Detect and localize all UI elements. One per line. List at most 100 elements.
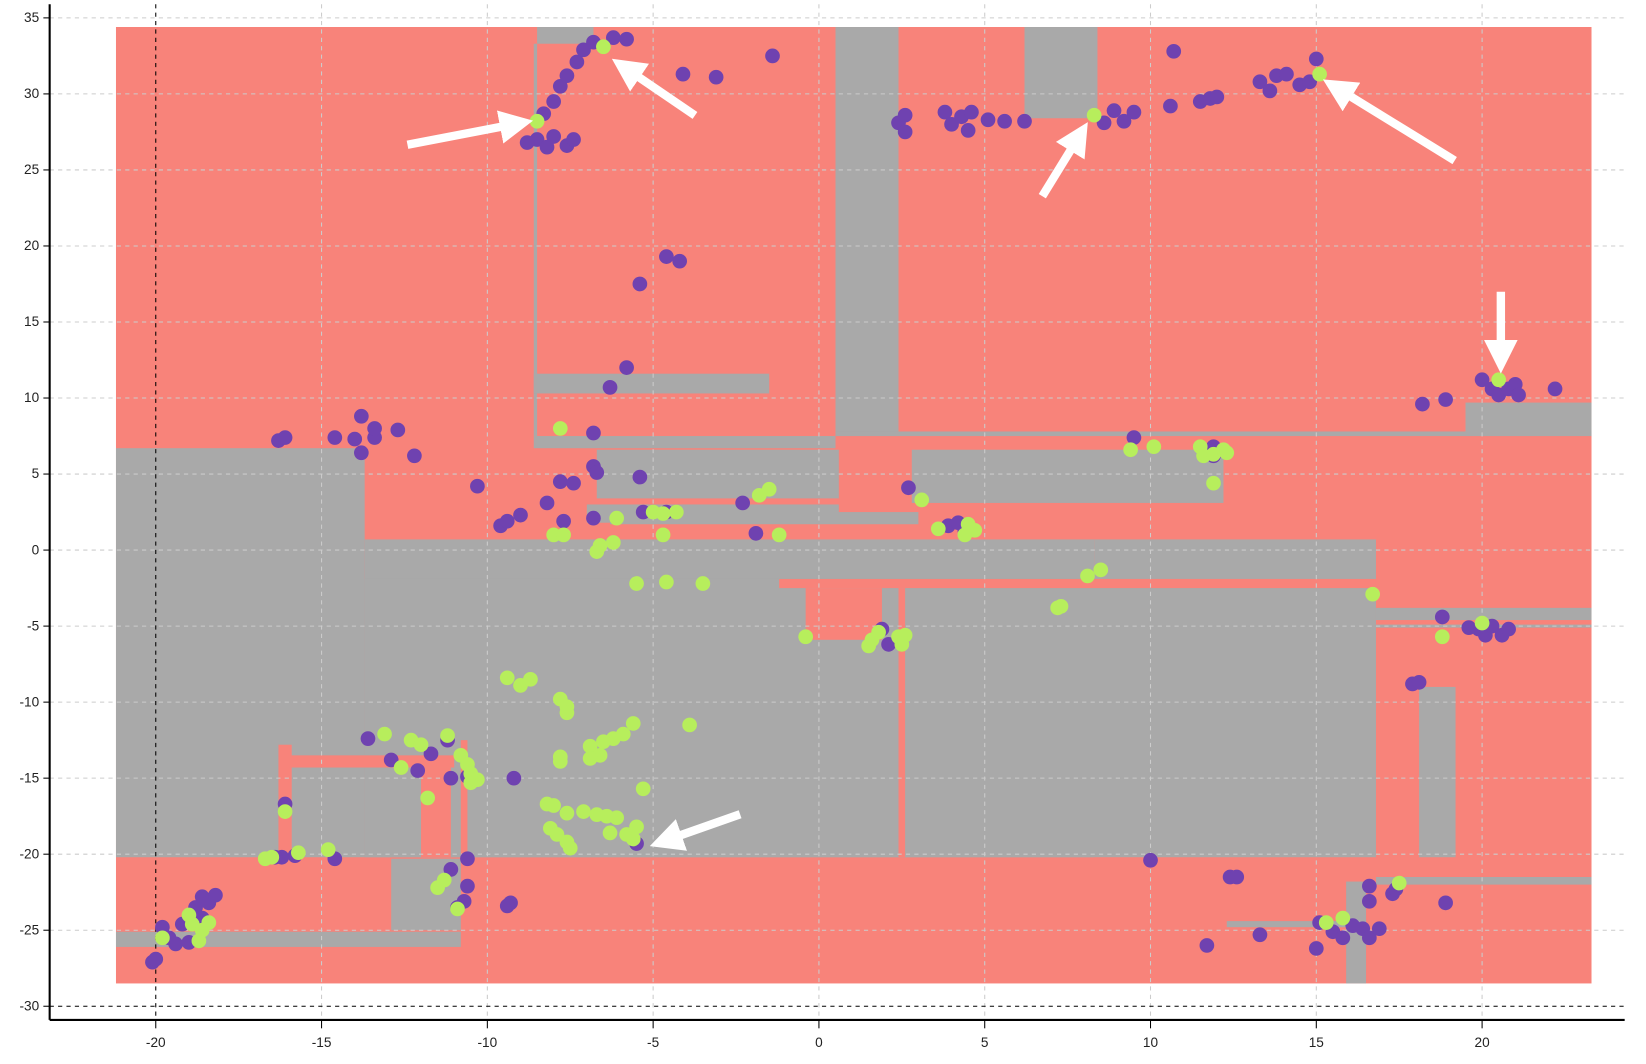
region [610,512,919,525]
region [115,448,365,858]
point [1209,89,1225,105]
point [708,69,724,85]
y-tick-label: -25 [19,922,39,937]
point [632,276,648,292]
point [1106,103,1122,118]
point [354,408,369,424]
y-tick-label: 20 [24,238,40,253]
point [546,94,562,109]
point [596,39,611,55]
point [1126,430,1142,445]
point [168,936,184,952]
y-tick-label: -5 [27,618,39,633]
point [1229,869,1245,885]
point [629,576,644,591]
point [155,919,170,935]
point [443,862,459,877]
arrow [1038,122,1088,199]
point [1262,83,1278,99]
point [669,504,684,520]
point [354,445,369,461]
point [155,930,170,946]
point [602,825,618,841]
point [470,478,485,494]
point [1126,104,1142,120]
point [423,746,439,762]
point [964,104,979,120]
grid [49,4,1625,1020]
point [606,535,621,550]
point [1166,43,1182,59]
point [609,510,625,526]
point [367,421,382,436]
region [288,755,455,768]
point [1219,445,1235,461]
point [1391,875,1407,891]
point [1335,910,1351,926]
point [1308,51,1324,67]
point [659,249,674,264]
point [1123,442,1138,458]
point [871,624,886,640]
point [440,728,455,743]
point [559,805,575,821]
point [443,770,459,786]
region [835,431,1592,437]
arrow [1322,79,1457,165]
x-tick-label: -20 [146,1035,166,1050]
point [1080,568,1095,584]
point [586,425,601,441]
point [1252,74,1268,90]
x-tick-label: 20 [1475,1035,1491,1050]
point [735,495,751,511]
point [761,481,777,497]
point [937,104,953,120]
x-tick-label: -10 [477,1035,497,1050]
point [1461,620,1477,635]
point [539,495,555,511]
point [1308,941,1324,956]
y-tick-label: 30 [24,86,40,101]
y-tick-label: 35 [24,10,39,25]
point [552,474,568,489]
point [390,422,406,438]
point [347,431,363,447]
annotation-arrows [406,58,1518,851]
region [533,373,770,394]
point [519,135,535,150]
point [360,731,376,746]
point [695,576,711,591]
point [1318,915,1334,930]
point [1474,615,1490,631]
point [930,521,946,537]
point [463,766,479,781]
y-tick-label: -15 [19,770,39,785]
point [264,849,280,865]
point [413,737,429,753]
region [596,449,839,499]
point [1434,629,1450,645]
point [675,66,691,82]
point [1143,852,1158,868]
point [619,360,634,375]
point [383,752,399,768]
point [320,842,336,857]
point [1371,921,1387,937]
arrow [649,810,742,851]
point [277,430,293,445]
point [569,54,585,70]
point [559,68,575,84]
point [1017,113,1032,129]
point [513,507,528,523]
x-tick-label: -5 [647,1035,659,1050]
point [967,522,983,538]
region [1465,402,1592,437]
point [635,781,651,797]
point [655,506,671,521]
point [393,760,409,775]
point [566,475,581,491]
arrow [406,110,534,149]
point [980,112,996,128]
point [460,851,475,867]
point [655,527,671,543]
